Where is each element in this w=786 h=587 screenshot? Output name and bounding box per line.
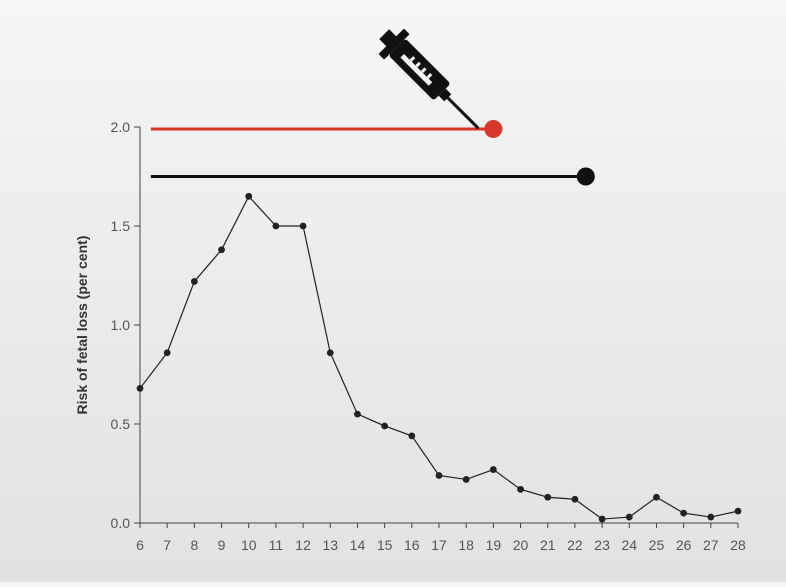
data-point xyxy=(299,222,307,230)
y-axis-title: Risk of fetal loss (per cent) xyxy=(74,236,90,415)
y-tick-label: 1.0 xyxy=(111,317,131,333)
x-tick-label: 21 xyxy=(540,537,556,553)
x-tick-label: 10 xyxy=(241,537,257,553)
x-tick-label: 13 xyxy=(322,537,338,553)
x-tick-label: 23 xyxy=(594,537,610,553)
data-point xyxy=(571,495,579,503)
annotations xyxy=(150,119,595,186)
x-tick-label: 22 xyxy=(567,537,583,553)
series xyxy=(136,192,742,523)
x-tick-label: 28 xyxy=(730,537,746,553)
data-point xyxy=(707,513,715,521)
data-point xyxy=(354,410,361,418)
data-point xyxy=(517,485,524,493)
data-point xyxy=(462,476,470,483)
x-tick-label: 19 xyxy=(486,537,502,553)
axes: 0.0 0.5 1.0 1.5 2.0 6 7 8 9 10 11 12 13 14 15 16 17 18 19 2… xyxy=(111,119,746,553)
x-tick-label: 25 xyxy=(649,537,665,553)
series-line xyxy=(139,195,739,520)
data-point xyxy=(136,384,144,392)
y-tick-label: 0.0 xyxy=(111,515,131,531)
data-point xyxy=(489,466,497,473)
data-point xyxy=(381,422,389,430)
data-point xyxy=(653,493,660,501)
data-point xyxy=(190,278,198,285)
data-point xyxy=(625,513,633,521)
y-tick-label: 0.5 xyxy=(111,416,131,432)
data-point xyxy=(734,507,742,515)
syringe-icon xyxy=(378,28,479,129)
data-point xyxy=(680,509,688,517)
range-line-endpoint-1 xyxy=(484,119,503,138)
x-tick-label: 11 xyxy=(269,537,284,553)
range-line-endpoint-2 xyxy=(576,167,595,186)
x-tick-label: 16 xyxy=(404,537,420,553)
x-tick-label: 7 xyxy=(163,537,171,553)
x-tick-label: 6 xyxy=(136,537,144,553)
x-tick-label: 14 xyxy=(350,537,366,553)
data-point xyxy=(598,515,606,523)
x-tick-label: 15 xyxy=(377,537,393,553)
data-point xyxy=(326,349,334,357)
data-point xyxy=(163,349,171,357)
y-tick-label: 1.5 xyxy=(111,218,131,234)
data-point xyxy=(408,432,416,440)
data-point xyxy=(435,472,443,479)
x-tick-label: 24 xyxy=(621,537,637,553)
x-tick-label: 8 xyxy=(190,537,198,553)
x-tick-label: 26 xyxy=(676,537,692,553)
x-tick-label: 9 xyxy=(218,537,226,553)
x-tick-label: 20 xyxy=(513,537,529,553)
data-point xyxy=(218,246,225,254)
data-point xyxy=(544,493,552,501)
x-tick-label: 18 xyxy=(458,537,474,553)
x-tick-label: 12 xyxy=(295,537,311,553)
data-point xyxy=(245,192,253,200)
y-tick-label: 2.0 xyxy=(111,119,131,135)
x-tick-label: 17 xyxy=(431,537,447,553)
x-tick-label: 27 xyxy=(703,537,719,553)
data-point xyxy=(272,222,280,230)
